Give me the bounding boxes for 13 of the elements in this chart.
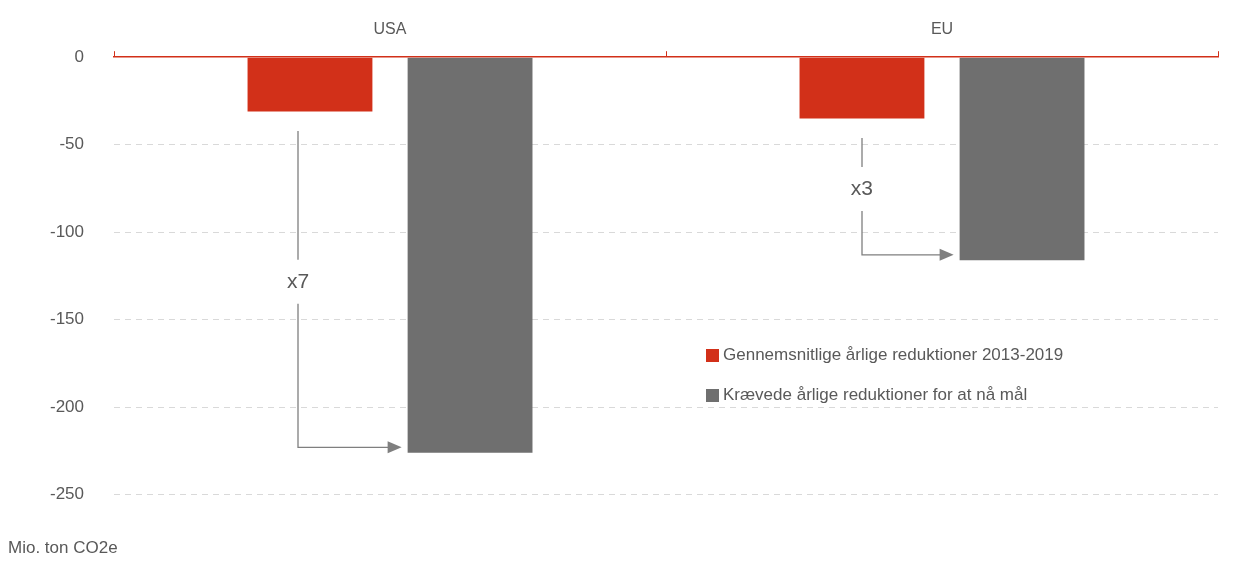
x-tick-label: USA	[373, 20, 407, 38]
legend-label: Krævede årlige reduktioner for at nå mål	[723, 385, 1028, 405]
y-tick-label: -200	[49, 396, 85, 416]
annotation: x3	[850, 176, 874, 200]
y-axis-title: Mio. ton CO2e	[8, 538, 118, 558]
y-tick-label: -150	[49, 309, 85, 329]
y-tick-label: -100	[49, 221, 85, 241]
y-tick-label: -50	[59, 134, 85, 154]
legend-label: Gennemsnitlige årlige reduktioner 2013-2019	[723, 345, 1064, 365]
y-tick-label: 0	[74, 46, 85, 66]
x-tick-label: EU	[930, 20, 954, 38]
y-tick-label: -250	[49, 484, 85, 504]
annotation: x7	[286, 268, 310, 292]
